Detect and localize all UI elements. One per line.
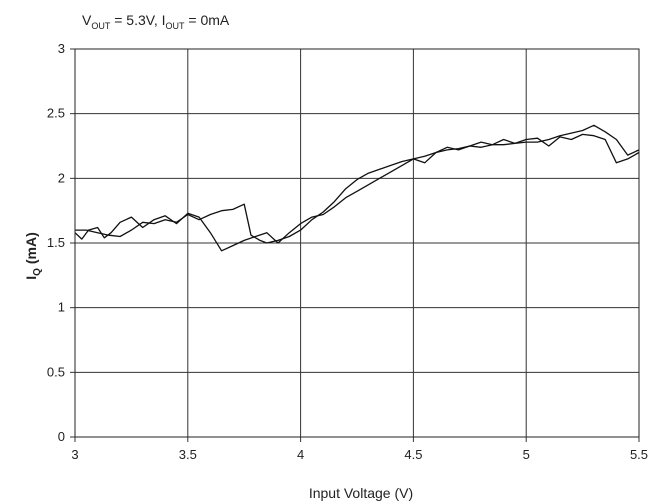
title-end: = 0mA bbox=[184, 12, 229, 28]
y-tick-label: 2 bbox=[58, 170, 65, 185]
y-tick-label: 3 bbox=[58, 41, 65, 56]
x-tick-label: 4 bbox=[297, 447, 304, 462]
series-lines bbox=[74, 124, 640, 252]
x-axis-label: Input Voltage (V) bbox=[309, 485, 413, 501]
x-tick-label: 5.5 bbox=[630, 447, 648, 462]
ylabel-main: I bbox=[23, 276, 39, 280]
ylabel-unit: (mA) bbox=[23, 232, 39, 268]
y-tick-label: 2.5 bbox=[47, 106, 65, 121]
y-axis-label: IQ (mA) bbox=[23, 232, 43, 279]
series-line-2 bbox=[74, 133, 640, 252]
y-tick-label: 0.5 bbox=[47, 364, 65, 379]
x-tick-label: 3.5 bbox=[179, 447, 197, 462]
y-tick-label: 1 bbox=[58, 300, 65, 315]
chart-title: VOUT = 5.3V, IOUT = 0mA bbox=[82, 12, 230, 31]
ylabel-subscript: Q bbox=[32, 268, 43, 276]
x-tick-label: 3 bbox=[71, 447, 78, 462]
title-v-subscript: OUT bbox=[91, 21, 111, 31]
title-mid: = 5.3V, I bbox=[110, 12, 165, 28]
tick-labels: 3 3.5 4 4.5 5 5.5 0 0.5 1 1.5 2 2.5 3 bbox=[47, 41, 648, 462]
y-tick-label: 1.5 bbox=[47, 235, 65, 250]
title-i-subscript: OUT bbox=[165, 21, 185, 31]
title-v: V bbox=[82, 12, 92, 28]
x-tick-label: 4.5 bbox=[404, 447, 422, 462]
series-line-1 bbox=[75, 124, 640, 244]
y-tick-label: 0 bbox=[58, 429, 65, 444]
grid bbox=[70, 48, 640, 442]
x-tick-label: 5 bbox=[523, 447, 530, 462]
plot-frame bbox=[74, 48, 640, 438]
